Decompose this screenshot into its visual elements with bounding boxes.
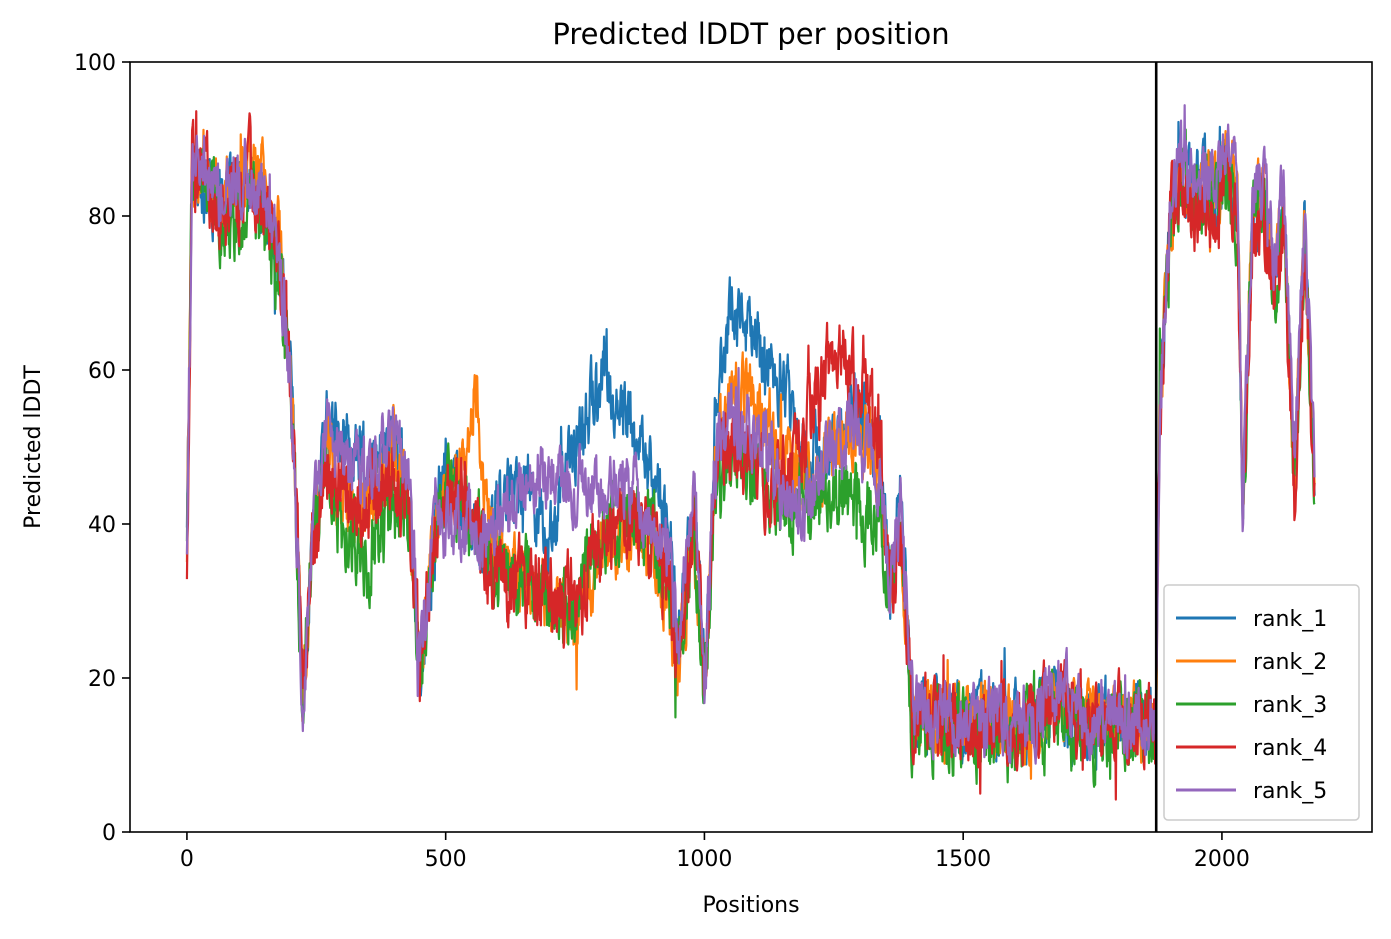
axis-ticks: 0 500 1000 1500 2000 0 20 40 60 80 100 <box>74 51 1250 872</box>
x-tick-label: 1500 <box>935 847 991 872</box>
legend-box <box>1163 584 1360 821</box>
legend: rank_1 rank_2 rank_3 rank_4 rank_5 <box>1163 584 1360 821</box>
series-line-rank_5 <box>185 104 1316 765</box>
x-axis-label: Positions <box>702 893 799 918</box>
y-tick-label: 80 <box>88 205 116 230</box>
legend-label-rank_1: rank_1 <box>1253 607 1327 632</box>
plot-frame <box>129 61 1373 833</box>
y-tick-label: 40 <box>88 513 116 538</box>
x-tick-label: 2000 <box>1194 847 1250 872</box>
plot-area <box>185 62 1316 832</box>
y-tick-label: 100 <box>74 51 116 76</box>
legend-label-rank_2: rank_2 <box>1253 650 1327 675</box>
x-tick-label: 500 <box>425 847 467 872</box>
y-tick-label: 0 <box>102 821 116 846</box>
y-tick-label: 60 <box>88 359 116 384</box>
legend-label-rank_4: rank_4 <box>1253 736 1327 761</box>
legend-label-rank_3: rank_3 <box>1253 693 1327 718</box>
x-tick-label: 0 <box>180 847 194 872</box>
y-axis-label: Predicted lDDT <box>21 365 46 529</box>
chart-title: Predicted lDDT per position <box>552 17 949 51</box>
y-tick-label: 20 <box>88 667 116 692</box>
legend-label-rank_5: rank_5 <box>1253 779 1327 804</box>
x-tick-label: 1000 <box>676 847 732 872</box>
series-line-rank_3 <box>185 128 1316 788</box>
